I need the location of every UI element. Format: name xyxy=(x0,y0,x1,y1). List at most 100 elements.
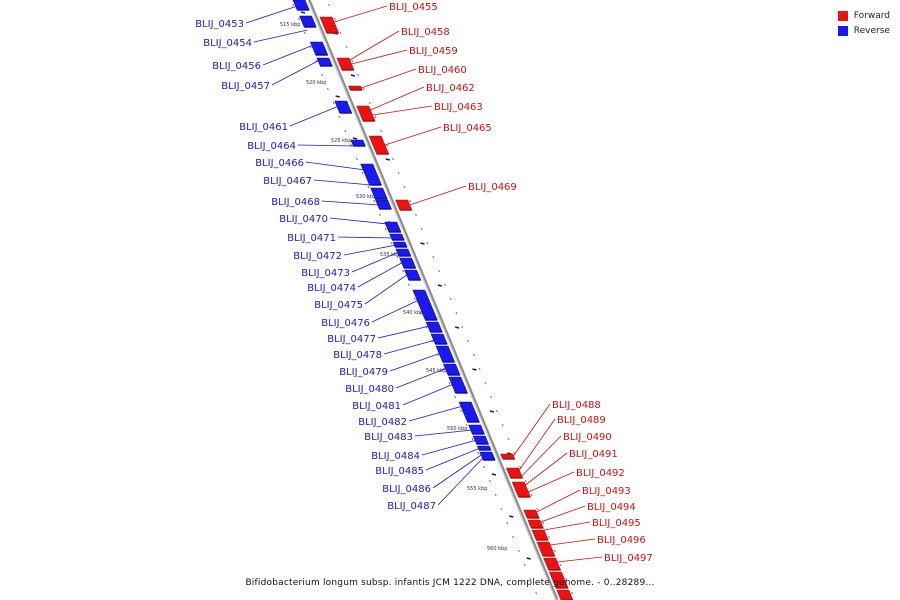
track-dot xyxy=(402,269,405,273)
reverse-gene-label: BLIJ_0453 xyxy=(195,19,244,30)
track-dot xyxy=(397,171,400,175)
forward-gene-block xyxy=(523,509,540,519)
track-dot xyxy=(438,269,441,273)
scale-tick-label: 545 kbp xyxy=(426,368,446,374)
forward-leader-line xyxy=(543,521,591,531)
scale-tick-mark xyxy=(491,473,497,476)
track-dot xyxy=(490,395,493,399)
reverse-gene-label: BLIJ_0477 xyxy=(327,334,376,345)
track-dot xyxy=(292,3,295,7)
track-dot xyxy=(483,465,486,469)
forward-gene-block xyxy=(536,541,556,557)
track-dot xyxy=(339,31,342,35)
forward-leader-line xyxy=(528,471,575,493)
reverse-gene-block xyxy=(350,139,366,147)
track-dot xyxy=(536,507,539,511)
track-dot xyxy=(368,101,371,105)
reverse-leader-line xyxy=(329,217,388,225)
forward-leader-line xyxy=(536,489,581,513)
scale-tick-label: 520 kbp xyxy=(306,80,326,86)
track-dot xyxy=(380,129,383,133)
reverse-gene-block xyxy=(468,424,485,435)
reverse-leader-line xyxy=(262,44,314,66)
reverse-leader-line xyxy=(371,299,420,323)
reverse-leader-line xyxy=(437,456,485,506)
forward-leader-line xyxy=(540,505,586,523)
legend: Forward Reverse xyxy=(837,8,890,38)
forward-gene-block xyxy=(531,529,549,541)
reverse-leader-line xyxy=(343,244,397,256)
track-dot xyxy=(432,255,435,259)
track-dot xyxy=(332,101,335,105)
track-dot xyxy=(426,241,429,245)
reverse-gene-label: BLIJ_0461 xyxy=(239,122,288,133)
reverse-gene-block xyxy=(392,241,408,248)
reverse-gene-label: BLIJ_0482 xyxy=(358,417,407,428)
reverse-gene-label: BLIJ_0471 xyxy=(287,233,336,244)
forward-gene-label: BLIJ_0492 xyxy=(576,468,625,479)
forward-gene-block xyxy=(395,199,413,211)
track-dot xyxy=(496,409,498,413)
scale-tick-label: 555 kbp xyxy=(467,486,487,492)
reverse-leader-line xyxy=(305,161,366,171)
track-dot xyxy=(553,549,556,553)
reverse-leader-line xyxy=(377,325,430,339)
reverse-leader-line xyxy=(389,352,442,372)
forward-gene-label: BLIJ_0460 xyxy=(418,65,467,76)
forward-leader-line xyxy=(518,418,556,471)
genome-backbone-highlight xyxy=(307,0,557,600)
reverse-gene-block xyxy=(309,41,329,56)
forward-gene-label: BLIJ_0488 xyxy=(552,400,601,411)
track-dot xyxy=(465,423,468,427)
reverse-gene-label: BLIJ_0478 xyxy=(333,350,382,361)
reverse-gene-label: BLIJ_0472 xyxy=(293,251,342,262)
scale-tick-mark xyxy=(350,74,356,77)
track-dot xyxy=(467,339,469,343)
forward-leader-line xyxy=(384,126,442,146)
track-dot xyxy=(488,479,491,483)
reverse-gene-block xyxy=(299,15,317,28)
scale-tick-mark xyxy=(300,11,306,14)
forward-gene-label: BLIJ_0490 xyxy=(563,432,612,443)
scale-tick-label: 530 kbp xyxy=(356,194,376,200)
reverse-leader-line xyxy=(351,251,400,273)
scale-tick-label: 540 kbp xyxy=(403,310,423,316)
forward-leader-line xyxy=(351,49,408,65)
reverse-leader-line xyxy=(364,273,409,305)
gene-blocks xyxy=(292,0,574,600)
forward-leader-line xyxy=(521,435,562,477)
track-dot xyxy=(373,199,376,203)
track-dot xyxy=(517,549,520,553)
track-dot xyxy=(559,563,562,567)
reverse-gene-block xyxy=(389,233,405,241)
track-dot xyxy=(351,59,354,63)
reverse-leader-line xyxy=(289,105,339,127)
track-dot xyxy=(471,437,474,441)
reverse-gene-label: BLIJ_0457 xyxy=(221,81,270,92)
scale-tick-mark xyxy=(454,326,460,329)
track-dot xyxy=(500,507,503,511)
forward-gene-block xyxy=(505,467,524,479)
track-dot xyxy=(374,115,377,119)
track-dot xyxy=(409,199,412,203)
reverse-gene-label: BLIJ_0454 xyxy=(203,38,252,49)
track-dot xyxy=(477,451,480,455)
track-dot xyxy=(530,493,533,497)
track-dot xyxy=(448,381,451,385)
track-dot xyxy=(449,297,452,301)
forward-leader-line xyxy=(370,86,425,111)
genome-backbone xyxy=(307,0,559,600)
track-dot xyxy=(484,381,487,385)
forward-leader-line xyxy=(513,403,551,457)
reverse-gene-label: BLIJ_0481 xyxy=(352,401,401,412)
reverse-gene-label: BLIJ_0456 xyxy=(212,61,261,72)
forward-gene-label: BLIJ_0496 xyxy=(597,535,646,546)
reverse-gene-label: BLIJ_0468 xyxy=(271,197,320,208)
forward-gene-label: BLIJ_0491 xyxy=(569,449,618,460)
gene-labels: BLIJ_0453 BLIJ_0454 BLIJ_0456 BLIJ_0457 BLIJ… xyxy=(195,2,653,564)
reverse-gene-block xyxy=(292,0,310,11)
track-dot xyxy=(420,227,423,231)
scale-tick-mark xyxy=(335,95,340,98)
forward-gene-block xyxy=(336,57,355,71)
